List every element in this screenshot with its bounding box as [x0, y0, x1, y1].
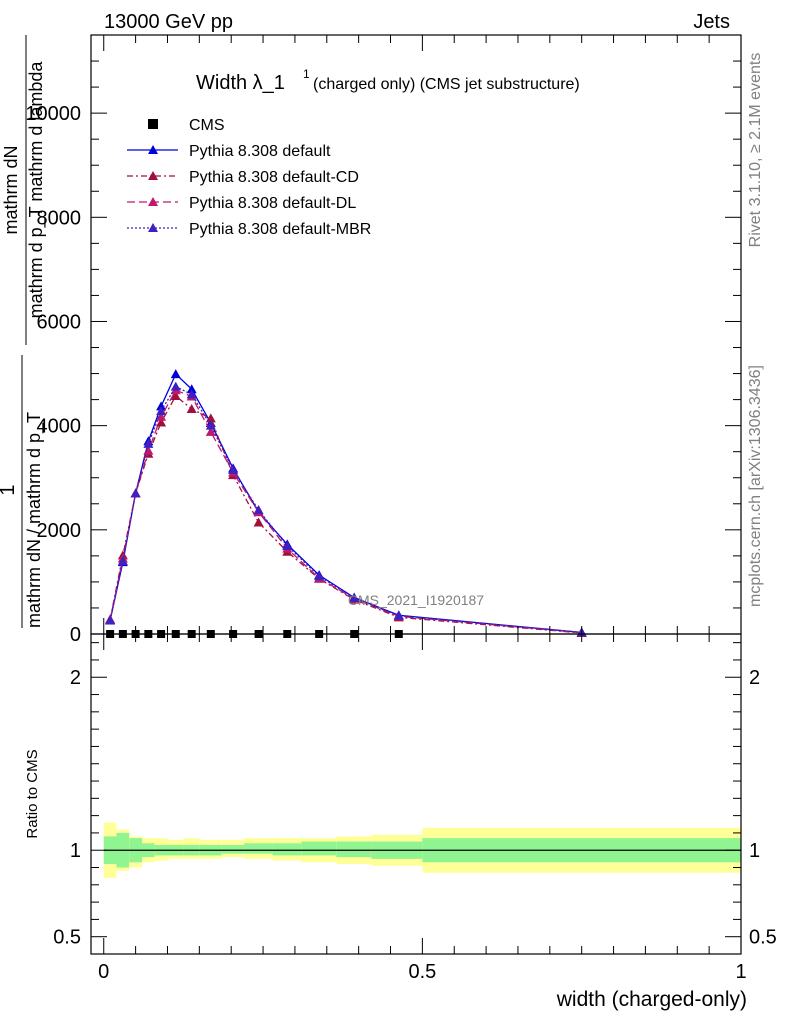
main-y-axis-label: 1 mathrm dN / mathrm d p_T mathrm dN mat… [0, 35, 47, 628]
series-marker [228, 464, 239, 474]
series-line [109, 385, 582, 634]
main-y-tick-label: 2000 [37, 520, 82, 542]
legend-label: Pythia 8.308 default-CD [189, 169, 359, 186]
series-marker [105, 615, 116, 625]
ratio-y-axis-label: Ratio to CMS [24, 749, 41, 838]
series-pythia-8-308-default-mbr [105, 381, 587, 637]
x-tick-label: 0.5 [408, 961, 436, 983]
main-y-tick-label: 10000 [25, 103, 81, 125]
ylabel-front-denominator: mathrm dN / mathrm d p_T [24, 412, 45, 628]
series-marker [130, 488, 141, 498]
ylabel-denominator: mathrm d p_T mathrm d lambda [26, 61, 47, 319]
series-pythia-8-308-default-dl [105, 385, 587, 637]
x-tick-label: 0 [98, 961, 109, 983]
series-marker [253, 505, 264, 515]
inner-band-bin [243, 843, 273, 854]
series-marker [186, 389, 197, 399]
legend: CMS Pythia 8.308 default Pythia 8.308 defa… [127, 117, 371, 238]
series-marker [143, 445, 154, 455]
main-y-ticks: 0 2000 4000 6000 8000 10000 [25, 34, 741, 646]
series-marker [156, 417, 167, 427]
main-plot-content [105, 369, 587, 638]
title-suffix: (charged only) (CMS jet substructure) [313, 76, 580, 93]
series-line [109, 389, 582, 634]
ylabel-front: 1 [0, 484, 19, 495]
series-marker [170, 369, 181, 379]
series-marker [186, 403, 197, 413]
series-marker [156, 401, 167, 411]
main-title: Width λ_1 1 (charged only) (CMS jet subs… [196, 67, 580, 94]
title-main: Width λ_1 [196, 72, 285, 94]
series-marker [170, 381, 181, 391]
series-marker [314, 571, 325, 581]
ratio-x-ticks: 0 0.5 1 [98, 35, 747, 983]
main-panel: 0 2000 4000 6000 8000 10000 CMS_2021_I1920187… [0, 34, 742, 646]
main-y-tick-label: 8000 [37, 207, 82, 229]
inner-band-bin [221, 845, 244, 854]
ratio-panel: 0.5 0.51 12 2 0 0.5 1 Ratio to CMS width (cha… [24, 35, 777, 1011]
header-right-label: Jets [693, 11, 730, 33]
legend-marker [148, 119, 158, 129]
ratio-y-tick-label: 0.5 [53, 927, 81, 949]
header-left-label: 13000 GeV pp [104, 11, 233, 33]
legend-marker [148, 171, 158, 180]
title-superscript: 1 [303, 67, 310, 81]
series-marker [186, 384, 197, 394]
legend-label: CMS [189, 117, 225, 134]
ratio-y-tick-label-right: 0.5 [749, 927, 777, 949]
legend-label: Pythia 8.308 default [189, 143, 331, 160]
ratio-y-tick-label-right: 1 [749, 840, 760, 862]
inner-band-bin [336, 841, 372, 858]
ratio-y-tick-label: 1 [70, 840, 81, 862]
ratio-y-tick-label: 2 [70, 667, 81, 689]
ratio-y-tick-label-right: 2 [749, 667, 760, 689]
series-marker [205, 426, 216, 436]
series-line [109, 394, 582, 634]
x-tick-label: 1 [735, 961, 746, 983]
series-marker [156, 406, 167, 416]
series-marker [156, 411, 167, 421]
series-marker [117, 556, 128, 566]
main-y-tick-label: 0 [70, 624, 81, 646]
series-marker [143, 438, 154, 448]
series-pythia-8-308-default-cd [105, 390, 587, 637]
header: 13000 GeV pp Jets [104, 11, 730, 33]
series-marker [349, 593, 360, 603]
series-pythia-8-308-default [105, 369, 587, 637]
legend-marker [148, 145, 158, 154]
ratio-frame [90, 633, 742, 955]
analysis-watermark: CMS_2021_I1920187 [348, 592, 484, 608]
ratio-plot-content [103, 822, 741, 878]
ratio-y-ticks: 0.5 0.5 1 1 2 2 [53, 642, 777, 949]
inner-band-bin [301, 841, 337, 856]
series-marker [393, 610, 404, 620]
series-marker [170, 390, 181, 400]
legend-marker [148, 223, 158, 232]
series-marker [205, 413, 216, 423]
x-axis-label: width (charged-only) [556, 988, 747, 1011]
legend-label: Pythia 8.308 default-DL [189, 195, 356, 212]
ylabel-numerator: mathrm dN [1, 145, 21, 234]
series-marker [253, 517, 264, 527]
legend-marker [148, 197, 158, 206]
series-marker [205, 420, 216, 430]
mcplots-label: mcplots.cern.ch [arXiv:1306.3436] [747, 365, 764, 607]
rivet-label: Rivet 3.1.10, ≥ 2.1M events [747, 53, 764, 248]
main-y-tick-label: 6000 [37, 311, 82, 333]
legend-label: Pythia 8.308 default-MBR [189, 221, 371, 238]
series-marker [282, 540, 293, 550]
inner-band-bin [272, 843, 302, 856]
main-y-tick-label: 4000 [37, 416, 82, 438]
